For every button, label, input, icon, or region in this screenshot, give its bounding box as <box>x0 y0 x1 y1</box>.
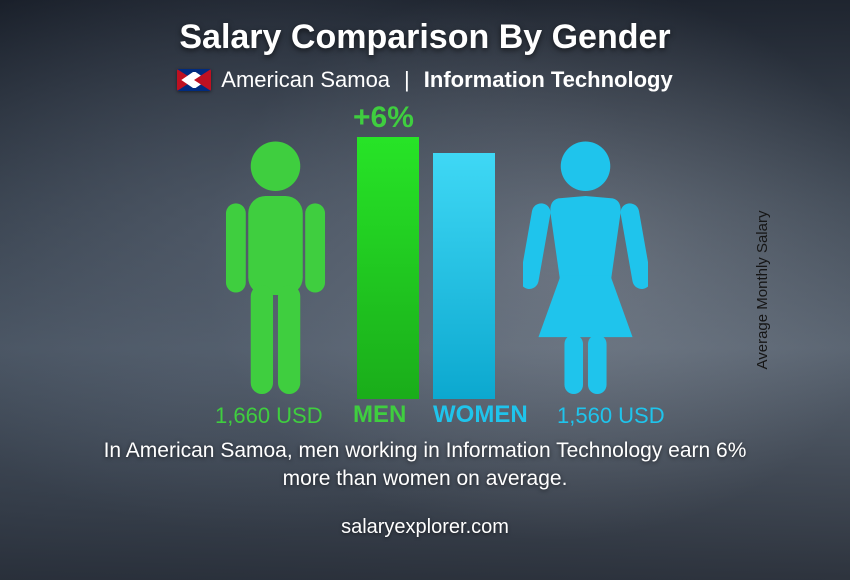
location-label: American Samoa <box>221 67 390 93</box>
page-title: Salary Comparison By Gender <box>179 18 670 57</box>
y-axis-label: Average Monthly Salary <box>754 211 771 370</box>
footer-link: salaryexplorer.com <box>341 516 509 539</box>
bar-women <box>433 153 495 399</box>
industry-label: Information Technology <box>424 67 673 93</box>
flag-icon <box>177 69 211 91</box>
bar-men <box>357 137 419 399</box>
content-container: Salary Comparison By Gender American Sam… <box>0 0 850 580</box>
caption-text: In American Samoa, men working in Inform… <box>85 437 765 494</box>
women-salary: 1,560 USD <box>557 403 665 429</box>
separator: | <box>404 67 410 93</box>
man-icon <box>213 139 338 399</box>
woman-icon <box>523 139 648 399</box>
women-label: WOMEN <box>433 401 528 429</box>
men-label: MEN <box>353 401 406 429</box>
men-salary: 1,660 USD <box>215 403 323 429</box>
chart-area: +6% MEN WOMEN 1,660 USD 1,560 USD <box>105 101 745 431</box>
subtitle-row: American Samoa | Information Technology <box>177 67 672 93</box>
difference-label: +6% <box>353 101 414 135</box>
